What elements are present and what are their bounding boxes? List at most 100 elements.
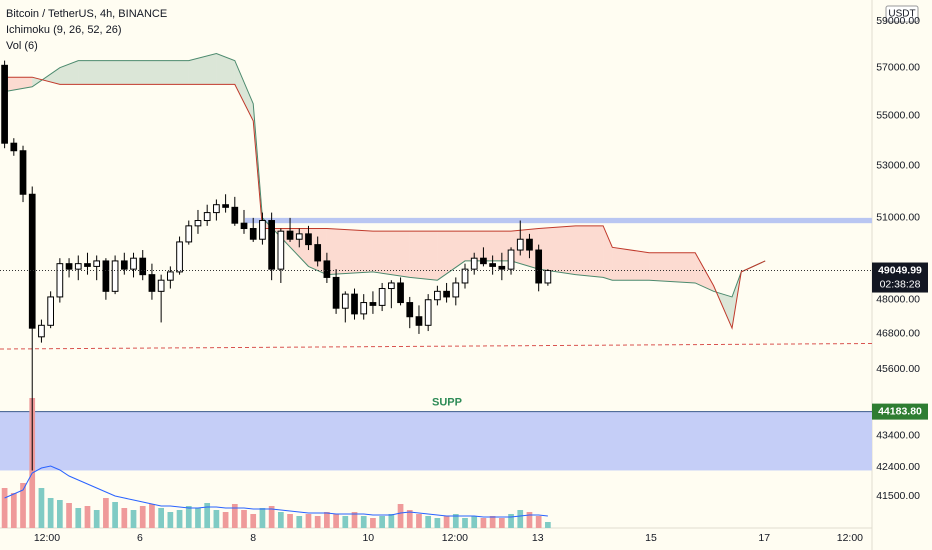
volume-bar — [342, 516, 349, 528]
y-tick-label: 51000.00 — [876, 212, 920, 224]
y-tick-label: 59000.00 — [876, 15, 920, 27]
x-tick-label: 12:00 — [442, 532, 468, 544]
candle-body — [185, 225, 193, 243]
candle-body — [222, 204, 229, 208]
candle-body — [102, 260, 110, 292]
x-tick-label: 6 — [137, 532, 143, 544]
candle-body — [535, 249, 543, 284]
candle-body — [111, 260, 119, 292]
volume-bar — [305, 514, 312, 528]
volume-bar — [103, 498, 109, 528]
countdown: 02:38:28 — [880, 278, 921, 290]
candle-body — [249, 228, 257, 240]
x-tick-label: 8 — [250, 532, 256, 544]
candle-body — [286, 230, 294, 240]
cloud-line — [4, 76, 766, 330]
cloud-segment — [188, 53, 217, 85]
candle-body — [452, 282, 460, 298]
volume-bar — [434, 518, 441, 528]
support-label: SUPP — [432, 397, 462, 409]
volume-bar — [333, 514, 339, 528]
candle-body — [424, 299, 432, 326]
plot: SUPP — [0, 53, 873, 528]
volume-bar — [158, 508, 164, 528]
volume-bar — [517, 510, 524, 528]
volume-bar — [149, 504, 155, 528]
candle-body — [470, 257, 478, 270]
candle-body — [387, 282, 395, 290]
volume-bar — [10, 493, 17, 528]
volume-bar — [416, 514, 422, 528]
cloud-segment — [234, 60, 254, 121]
candle-body — [19, 150, 27, 195]
cloud-segment — [326, 228, 373, 275]
candle-body — [498, 265, 506, 270]
cloud-segment — [695, 252, 714, 292]
volume-bar — [56, 500, 63, 528]
resistance-band — [245, 217, 872, 224]
candle-body — [148, 274, 156, 292]
candle-body — [397, 282, 404, 304]
candle-body — [74, 263, 82, 270]
cloud-segment — [575, 225, 604, 278]
volume-bar — [1, 488, 8, 528]
volume-bar — [443, 516, 450, 528]
candle-body — [240, 222, 248, 230]
volume-bar — [195, 508, 201, 528]
volume-bar — [287, 514, 293, 528]
candle-body — [461, 268, 469, 284]
candle-body — [10, 142, 18, 152]
volume-bar — [406, 510, 413, 528]
support-price-box — [872, 403, 928, 420]
candle-body — [341, 293, 349, 309]
candle-body — [332, 276, 340, 309]
cloud-segment — [59, 60, 79, 85]
candle-body — [130, 257, 137, 270]
volume-bar — [370, 518, 376, 528]
last-price: 49049.99 — [878, 264, 922, 276]
cloud-segment — [465, 231, 512, 261]
candle-body — [259, 220, 266, 240]
volume-bar — [241, 510, 247, 528]
volume-bar — [425, 516, 432, 528]
candle-body — [139, 257, 147, 276]
currency-box[interactable] — [885, 5, 919, 23]
cloud-segment — [603, 225, 613, 281]
volume-bar — [121, 508, 128, 528]
currency[interactable]: USDT — [888, 9, 915, 20]
x-tick-label: 13 — [532, 532, 544, 544]
volume-bar — [66, 503, 72, 528]
cloud-segment — [4, 77, 33, 92]
volume-bar — [498, 518, 505, 528]
candle-body — [231, 206, 239, 224]
volume-bar — [462, 518, 468, 528]
candle-body — [28, 193, 36, 329]
volume-bar — [75, 508, 82, 528]
volume-bar — [388, 514, 395, 528]
candle-body — [415, 316, 423, 326]
candle-body — [120, 260, 128, 270]
candle-body — [351, 293, 358, 315]
candle-body — [314, 244, 322, 262]
candle-body — [526, 238, 533, 251]
candle-body — [516, 238, 524, 251]
candle-body — [194, 220, 202, 227]
volume-bar — [112, 502, 118, 528]
candle-body — [56, 263, 64, 298]
volume-bar — [20, 483, 26, 528]
chart-title: Bitcoin / TetherUS, 4h, BINANCE — [6, 8, 167, 20]
candle-body — [268, 220, 275, 270]
support-zone — [0, 411, 872, 471]
volume-bar — [452, 514, 459, 528]
candle-body — [489, 263, 496, 267]
candle-body — [47, 296, 54, 326]
candle-body — [295, 233, 303, 240]
candle-body — [406, 302, 414, 318]
y-tick-label: 53000.00 — [876, 160, 920, 172]
y-tick-label: 46800.00 — [876, 328, 920, 340]
volume-bar — [471, 516, 478, 528]
candle-body — [507, 249, 515, 270]
volume-bar — [508, 514, 514, 528]
volume-bar — [379, 516, 385, 528]
